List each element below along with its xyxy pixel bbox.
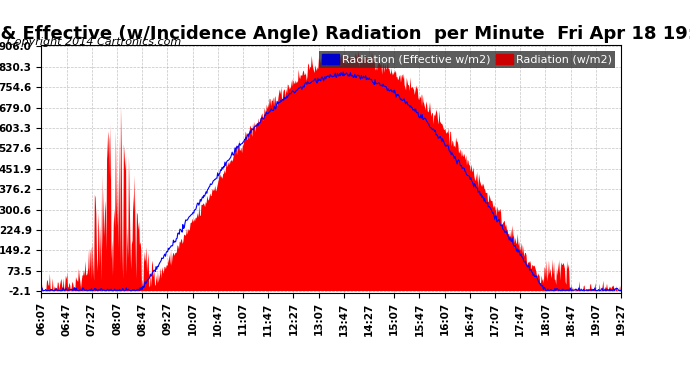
- Text: Copyright 2014 Cartronics.com: Copyright 2014 Cartronics.com: [7, 37, 181, 47]
- Legend: Radiation (Effective w/m2), Radiation (w/m2): Radiation (Effective w/m2), Radiation (w…: [319, 51, 615, 68]
- Title: Solar & Effective (w/Incidence Angle) Radiation  per Minute  Fri Apr 18 19:39: Solar & Effective (w/Incidence Angle) Ra…: [0, 26, 690, 44]
